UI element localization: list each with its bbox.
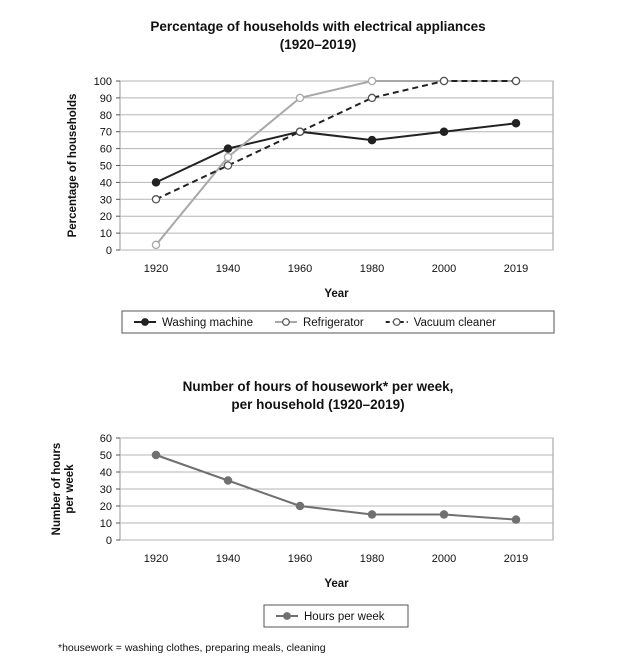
refrigerator-point	[295, 93, 305, 103]
y-axis-title: per week	[64, 464, 76, 514]
legend-marker-refrigerator	[282, 318, 290, 326]
hours-per-week-point	[151, 450, 161, 460]
hours-per-week-line	[155, 454, 517, 521]
y-axis-title: Number of hours	[51, 443, 63, 536]
hours-per-week-point	[295, 501, 305, 511]
vacuum-cleaner-point	[295, 127, 305, 136]
refrigerator-point	[151, 240, 161, 250]
legend-marker-vacuum-cleaner	[392, 318, 401, 326]
x-axis-title: Year	[324, 578, 349, 590]
x-axis-title: Year	[324, 288, 349, 300]
legend-box	[263, 604, 409, 628]
vacuum-cleaner-line	[155, 80, 516, 201]
y-axis-title: Percentage of households	[67, 94, 79, 238]
y-tick-label: 30	[100, 194, 112, 206]
y-tick-label: 80	[100, 110, 112, 122]
x-tick-label: 2019	[504, 553, 528, 565]
x-tick-label: 1960	[288, 263, 312, 275]
chart1-subtitle: (1920–2019)	[279, 37, 357, 52]
y-tick-label: 20	[100, 211, 112, 223]
washing-machine-line	[155, 122, 517, 184]
y-tick-label: 60	[100, 144, 112, 156]
refrigerator-point	[367, 76, 377, 86]
y-tick-label: 10	[100, 518, 112, 530]
x-tick-label: 1980	[360, 553, 384, 565]
y-tick-label: 60	[100, 433, 112, 445]
chart2-title-block: Number of hours of housework* per week, …	[0, 378, 636, 414]
hours-per-week-point	[367, 510, 377, 519]
refrigerator-point	[223, 152, 233, 162]
washing-machine-point	[151, 178, 161, 187]
washing-machine-point	[511, 119, 521, 128]
hours-per-week-point	[439, 510, 449, 519]
vacuum-cleaner-point	[511, 76, 521, 86]
y-tick-label: 0	[106, 535, 112, 547]
washing-machine-point	[439, 127, 449, 136]
x-tick-label: 1980	[360, 263, 384, 275]
washing-machine-point	[367, 135, 377, 145]
vacuum-cleaner-point	[367, 93, 377, 103]
x-tick-label: 2000	[432, 553, 456, 565]
legend-box	[121, 310, 555, 334]
legend-label-vacuum-cleaner: Vacuum cleaner	[414, 317, 496, 329]
y-tick-label: 40	[100, 177, 112, 189]
y-tick-label: 30	[100, 484, 112, 496]
x-tick-label: 1920	[144, 553, 168, 565]
y-tick-label: 90	[100, 93, 112, 105]
hours-per-week-point	[511, 515, 521, 524]
y-tick-label: 0	[106, 245, 112, 257]
footnote: *housework = washing clothes, preparing …	[58, 642, 326, 654]
x-tick-label: 2019	[504, 263, 528, 275]
appliances-line-chart: 0 10 20 30 40 50 60 70 80 90 100 1920 1940 1960 1980 20…	[67, 76, 555, 334]
y-tick-label: 10	[100, 228, 112, 240]
y-tick-label: 20	[100, 501, 112, 513]
y-tick-label: 100	[94, 76, 112, 88]
legend-marker-washing-machine	[141, 318, 149, 326]
legend-marker-hours-per-week	[283, 612, 291, 620]
y-tick-label: 50	[100, 450, 112, 462]
legend-label-washing-machine: Washing machine	[162, 317, 253, 329]
chart2-title: Number of hours of housework* per week,	[182, 379, 454, 394]
y-tick-label: 40	[100, 467, 112, 479]
washing-machine-point	[223, 144, 233, 153]
chart1-title: Percentage of households with electrical…	[150, 19, 486, 34]
chart2-subtitle: per household (1920–2019)	[231, 397, 405, 412]
y-tick-label: 50	[100, 161, 112, 173]
chart1-title-block: Percentage of households with electrical…	[0, 18, 636, 54]
legend-label-hours-per-week: Hours per week	[304, 611, 385, 623]
x-tick-label: 1960	[288, 553, 312, 565]
x-tick-label: 1940	[216, 263, 240, 275]
vacuum-cleaner-point	[439, 76, 449, 86]
y-tick-label: 70	[100, 127, 112, 139]
x-tick-label: 2000	[432, 263, 456, 275]
hours-per-week-point	[223, 476, 233, 485]
x-tick-label: 1920	[144, 263, 168, 275]
vacuum-cleaner-point	[223, 161, 233, 170]
x-tick-label: 1940	[216, 553, 240, 565]
legend-label-refrigerator: Refrigerator	[303, 317, 364, 329]
vacuum-cleaner-point	[151, 195, 161, 204]
